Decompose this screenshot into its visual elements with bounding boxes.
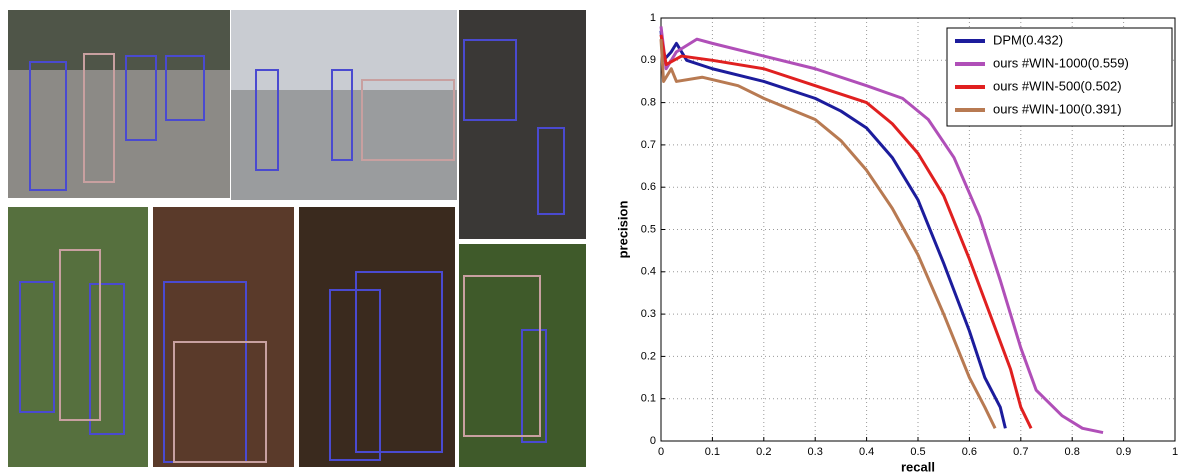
plot: 0 0.1 0.2 0.3 0.4 0.5 0.6 0.7 0.8 0.9 1 0 0.1 0.2 0.3 0… <box>615 12 1178 475</box>
photo-panel <box>8 10 586 467</box>
x-axis-label: recall <box>901 459 935 474</box>
x-tick-label: 0.2 <box>756 446 771 458</box>
legend-label: ours #WIN-100(0.391) <box>993 101 1122 116</box>
x-tick-label: 0.8 <box>1065 446 1080 458</box>
legend-label: ours #WIN-500(0.502) <box>993 78 1122 93</box>
x-tick-label: 0.7 <box>1013 446 1028 458</box>
x-tick-label: 1 <box>1172 446 1178 458</box>
y-tick-label: 0.8 <box>641 97 656 109</box>
x-tick-label: 0.4 <box>859 446 874 458</box>
x-tick-label: 0.6 <box>962 446 977 458</box>
x-tick-label: 0.1 <box>705 446 720 458</box>
y-tick-label: 0.3 <box>641 308 656 320</box>
y-tick-label: 0.9 <box>641 54 656 66</box>
y-axis-label: precision <box>615 201 630 259</box>
y-tick-label: 0.6 <box>641 181 656 193</box>
photo <box>8 207 148 467</box>
y-tick-label: 0.4 <box>641 266 656 278</box>
legend-label: DPM(0.432) <box>993 32 1063 47</box>
x-tick-label: 0.9 <box>1116 446 1131 458</box>
x-tick-label: 0.5 <box>910 446 925 458</box>
photo <box>459 10 586 239</box>
y-tick-label: 0.7 <box>641 139 656 151</box>
photo <box>299 207 455 467</box>
photo-sky <box>231 10 457 90</box>
legend-label: ours #WIN-1000(0.559) <box>993 55 1129 70</box>
y-tick-label: 0 <box>650 435 656 447</box>
x-tick-label: 0 <box>658 446 664 458</box>
y-tick-label: 1 <box>650 12 656 24</box>
figure: 0 0.1 0.2 0.3 0.4 0.5 0.6 0.7 0.8 0.9 1 0 0.1 0.2 0.3 0… <box>0 0 1198 475</box>
y-tick-label: 0.5 <box>641 223 656 235</box>
y-tick-label: 0.1 <box>641 393 656 405</box>
x-tick-label: 0.3 <box>808 446 823 458</box>
y-tick-label: 0.2 <box>641 350 656 362</box>
